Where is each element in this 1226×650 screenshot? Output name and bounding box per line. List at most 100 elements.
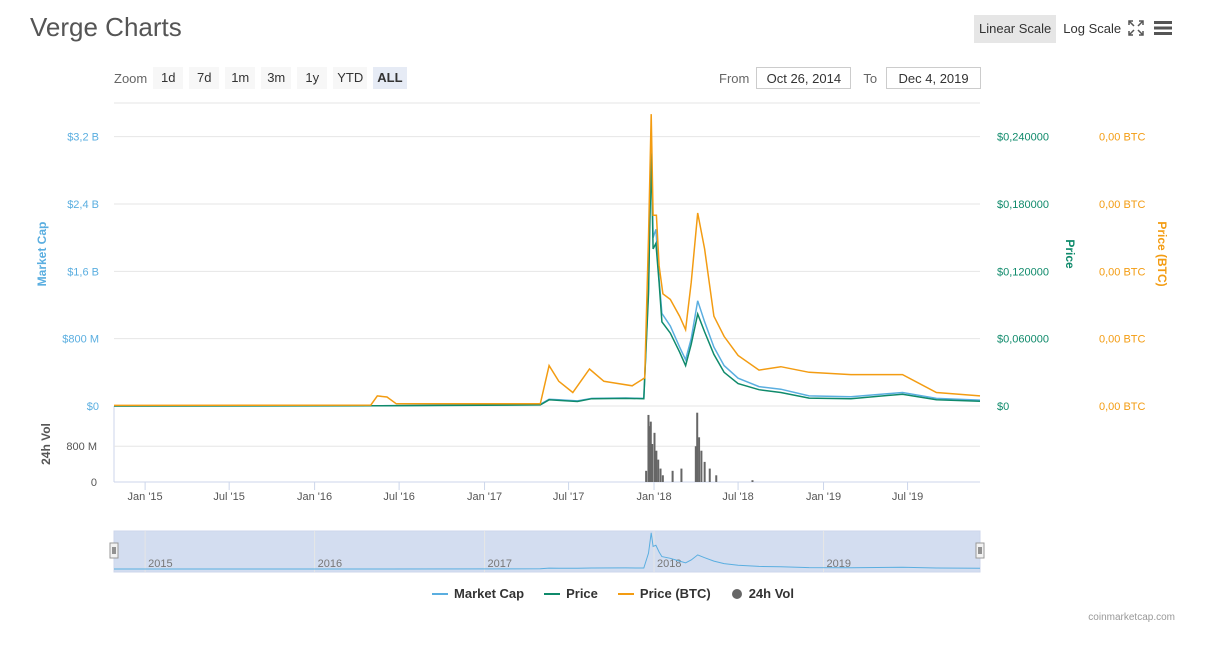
volume-bar <box>657 459 660 482</box>
volume-bar <box>671 470 674 482</box>
zoom-ytd-button[interactable]: YTD <box>333 67 368 89</box>
navigator-handle-left <box>109 542 119 559</box>
price-axis-title: Price <box>1063 239 1077 269</box>
navigator-year-label: 2018 <box>657 558 681 570</box>
volume-bar <box>649 421 652 482</box>
zoom-all-button[interactable]: ALL <box>373 67 407 89</box>
x-tick-label: Jul '16 <box>383 491 414 503</box>
navigator-handle-left-body <box>109 542 119 559</box>
volume-tick-label: 0 <box>91 477 97 489</box>
navigator-mask <box>113 530 981 573</box>
navigator-year-label: 2017 <box>488 558 512 570</box>
to-date-input[interactable] <box>886 67 982 89</box>
grid-lines <box>113 102 980 483</box>
price-tick-label: $0,240000 <box>997 132 1049 144</box>
price-btc-tick-label: 0,00 BTC <box>1099 401 1146 413</box>
hamburger-menu-icon[interactable] <box>1153 20 1173 41</box>
plot-area <box>113 114 981 482</box>
price-btc-tick-label: 0,00 BTC <box>1099 132 1146 144</box>
market-cap-tick-label: $0 <box>87 401 99 413</box>
fullscreen-icon[interactable] <box>1128 20 1144 41</box>
x-tick-label: Jan '17 <box>467 491 502 503</box>
log-scale-button[interactable]: Log Scale <box>1063 21 1122 36</box>
volume-bar <box>696 412 699 482</box>
price-tick-label: $0,060000 <box>997 334 1049 346</box>
date-range: From To <box>719 67 982 89</box>
navigator-series-line <box>114 532 981 570</box>
volume-bar <box>751 480 754 482</box>
market-cap-axis-title: Market Cap <box>35 222 49 287</box>
x-tick-label: Jul '15 <box>213 491 244 503</box>
x-tick-label: Jan '16 <box>297 491 332 503</box>
price-line <box>113 153 981 407</box>
navigator-year-label: 2015 <box>148 558 172 570</box>
volume-bar <box>659 468 662 482</box>
volume-bar <box>645 470 648 482</box>
legend-price-btc[interactable]: Price (BTC) <box>617 586 711 601</box>
volume-bar <box>661 475 664 482</box>
volume-bar <box>703 461 706 482</box>
zoom-1y-button[interactable]: 1y <box>297 67 328 89</box>
volume-bar <box>694 446 697 482</box>
zoom-selector: Zoom 1d 7d 1m 3m 1y YTD ALL <box>114 67 413 89</box>
volume-bar <box>648 426 651 482</box>
scale-toggle: Linear Scale Log Scale <box>974 15 1126 43</box>
price-tick-label: $0,180000 <box>997 199 1049 211</box>
x-tick-label: Jan '18 <box>636 491 671 503</box>
legend-volume-label: 24h Vol <box>748 586 794 601</box>
axes: $0 $800 M $1,6 B $2,4 B $3,2 B $0 $0,060000 $0,… <box>35 132 1169 503</box>
x-tick-label: Jan '15 <box>128 491 163 503</box>
volume-bar <box>651 444 654 482</box>
x-tick-label: Jan '19 <box>806 491 841 503</box>
market-cap-tick-label: $1,6 B <box>67 266 99 278</box>
zoom-7d-button[interactable]: 7d <box>189 67 220 89</box>
legend-price[interactable]: Price <box>544 586 598 601</box>
credits[interactable]: coinmarketcap.com <box>1088 612 1175 623</box>
x-tick-label: Jul '19 <box>892 491 923 503</box>
zoom-1d-button[interactable]: 1d <box>153 67 184 89</box>
from-date-input[interactable] <box>756 67 852 89</box>
legend-market-cap[interactable]: Market Cap <box>432 586 524 601</box>
x-tick-label: Jul '17 <box>553 491 584 503</box>
volume-bar <box>653 432 656 482</box>
volume-bar <box>715 475 718 482</box>
market-cap-tick-label: $800 M <box>62 334 99 346</box>
price-btc-tick-label: 0,00 BTC <box>1099 334 1146 346</box>
volume-bar <box>708 468 711 482</box>
navigator-year-label: 2019 <box>827 558 851 570</box>
linear-scale-button[interactable]: Linear Scale <box>974 15 1057 43</box>
volume-bar <box>698 437 701 482</box>
navigator: 2015 2016 2017 2018 2019 <box>109 530 985 573</box>
x-tick-label: Jul '18 <box>722 491 753 503</box>
zoom-label: Zoom <box>114 70 148 86</box>
price-btc-tick-label: 0,00 BTC <box>1099 266 1146 278</box>
market-cap-tick-label: $2,4 B <box>67 199 99 211</box>
zoom-3m-button[interactable]: 3m <box>261 67 292 89</box>
volume-axis-title: 24h Vol <box>39 423 53 465</box>
legend: Market Cap Price Price (BTC) 24h Vol <box>0 586 1226 601</box>
price-tick-label: $0,120000 <box>997 266 1049 278</box>
price-tick-label: $0 <box>997 401 1009 413</box>
navigator-year-label: 2016 <box>318 558 342 570</box>
from-label: From <box>719 70 750 86</box>
price-btc-line <box>113 114 981 407</box>
navigator-handle-right-body <box>975 542 985 559</box>
legend-price-btc-label: Price (BTC) <box>639 586 711 601</box>
legend-price-label: Price <box>566 586 598 601</box>
volume-bar <box>655 450 658 482</box>
legend-market-cap-label: Market Cap <box>454 586 525 601</box>
price-btc-axis-title: Price (BTC) <box>1155 221 1169 286</box>
market-cap-tick-label: $3,2 B <box>67 132 99 144</box>
navigator-handle-right <box>975 542 985 559</box>
volume-bar <box>700 450 703 482</box>
volume-bar <box>647 414 650 482</box>
price-btc-tick-label: 0,00 BTC <box>1099 199 1146 211</box>
page-title: Verge Charts <box>30 12 182 42</box>
volume-bar <box>680 468 683 482</box>
to-label: To <box>863 70 878 86</box>
zoom-1m-button[interactable]: 1m <box>225 67 256 89</box>
legend-volume[interactable]: 24h Vol <box>731 586 794 601</box>
volume-tick-label: 800 M <box>66 441 97 453</box>
market-cap-line <box>113 136 981 407</box>
